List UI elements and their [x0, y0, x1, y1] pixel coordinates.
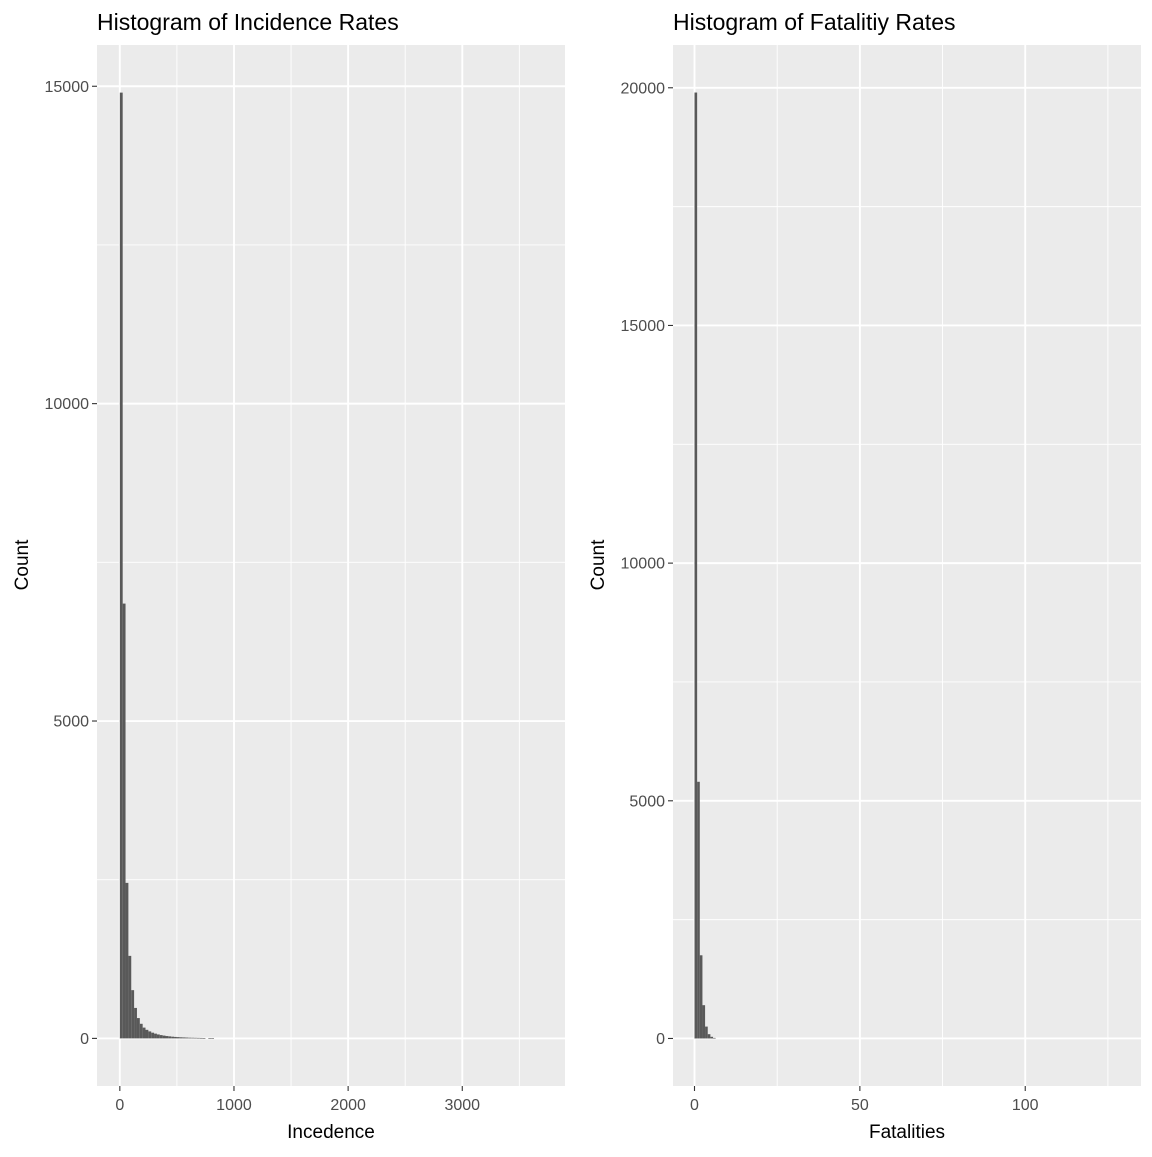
incidence-bar-9 [145, 1029, 149, 1039]
incidence-bar-29 [202, 1038, 206, 1039]
fatality-bar-4 [705, 1026, 708, 1039]
incidence-bar-14 [159, 1035, 163, 1039]
incidence-bar-27 [196, 1037, 200, 1039]
fatality-x-tick-label: 0 [690, 1097, 699, 1114]
incidence-bar-12 [154, 1033, 157, 1039]
incidence-plot-panel [97, 45, 565, 1086]
incidence-bar-26 [194, 1037, 197, 1039]
incidence-bar-8 [142, 1027, 146, 1039]
incidence-bar-15 [162, 1035, 166, 1039]
incidence-bar-3 [128, 955, 132, 1039]
fatality-x-tick-label: 100 [1012, 1097, 1039, 1114]
incidence-bar-18 [171, 1036, 175, 1039]
incidence-bar-24 [188, 1037, 192, 1039]
incidence-bar-11 [151, 1032, 155, 1039]
incidence-bar-21 [179, 1037, 183, 1039]
fatality-x-axis-title: Fatalities [869, 1122, 945, 1143]
fatality-y-axis-title: Count [588, 539, 609, 590]
incidence-bar-22 [182, 1037, 186, 1039]
fatality-bar-7 [713, 1037, 716, 1039]
incidence-x-tick-label: 1000 [216, 1097, 252, 1114]
incidence-bar-6 [136, 1018, 140, 1039]
incidence-bar-16 [165, 1036, 169, 1039]
fatality-bars [694, 92, 716, 1039]
incidence-bar-19 [174, 1036, 177, 1039]
incidence-x-axis: 0 1000 2000 3000 [115, 1086, 480, 1114]
fatality-y-tick-label: 20000 [621, 80, 666, 97]
fatality-bar-3 [702, 1005, 706, 1039]
incidence-y-tick-label: 15000 [45, 79, 90, 96]
incidence-bar-2 [125, 882, 129, 1039]
fatality-chart-title: Histogram of Fatalitiy Rates [673, 9, 955, 35]
incidence-bar-17 [168, 1036, 172, 1039]
incidence-y-tick-label: 5000 [53, 714, 89, 731]
fatality-y-tick-label: 15000 [621, 318, 666, 335]
fatality-minor-gridlines [673, 45, 1141, 1086]
incidence-bar-7 [139, 1023, 143, 1039]
incidence-bar-1 [122, 603, 126, 1039]
fatality-bar-5 [707, 1034, 711, 1039]
incidence-bar-31 [211, 1038, 214, 1039]
incidence-bar-5 [134, 1007, 137, 1039]
incidence-bars [119, 92, 214, 1039]
incidence-bar-13 [156, 1034, 160, 1039]
incidence-bar-23 [185, 1037, 189, 1039]
incidence-y-axis: 0 5000 10000 15000 [45, 79, 97, 1048]
incidence-bar-10 [148, 1031, 152, 1039]
incidence-y-tick-label: 0 [80, 1031, 89, 1048]
fatality-bar-0 [694, 92, 698, 1039]
incidence-bar-28 [199, 1037, 203, 1039]
incidence-bar-30 [208, 1038, 212, 1039]
incidence-bar-25 [191, 1037, 195, 1039]
fatality-y-tick-label: 0 [656, 1031, 665, 1048]
incidence-x-tick-label: 2000 [330, 1097, 366, 1114]
fatality-x-axis: 0 50 100 [690, 1086, 1039, 1114]
incidence-bar-20 [176, 1037, 180, 1039]
incidence-x-tick-label: 0 [115, 1097, 124, 1114]
incidence-minor-gridlines [97, 45, 565, 1086]
fatality-major-gridlines [673, 45, 1141, 1086]
incidence-bar-0 [119, 92, 123, 1039]
incidence-x-tick-label: 3000 [444, 1097, 480, 1114]
fatality-bar-2 [699, 955, 703, 1039]
incidence-histogram: Histogram of Incidence Rates 05000100001… [12, 9, 565, 1143]
incidence-bar-4 [131, 990, 135, 1039]
fatality-y-tick-label: 10000 [621, 556, 666, 573]
fatality-bar-6 [710, 1036, 714, 1039]
fatality-plot-panel [673, 45, 1141, 1086]
fatality-bar-1 [697, 781, 700, 1039]
incidence-y-tick-label: 10000 [45, 396, 90, 413]
incidence-x-axis-title: Incedence [287, 1122, 375, 1143]
fatality-y-axis: 0 5000 10000 15000 20000 [621, 80, 673, 1048]
incidence-chart-title: Histogram of Incidence Rates [97, 9, 399, 35]
fatality-x-tick-label: 50 [851, 1097, 869, 1114]
incidence-y-axis-title: Count [12, 539, 33, 590]
fatality-histogram: Histogram of Fatalitiy Rates 0 5000 10000 1… [588, 9, 1141, 1143]
fatality-y-tick-label: 5000 [629, 793, 665, 810]
